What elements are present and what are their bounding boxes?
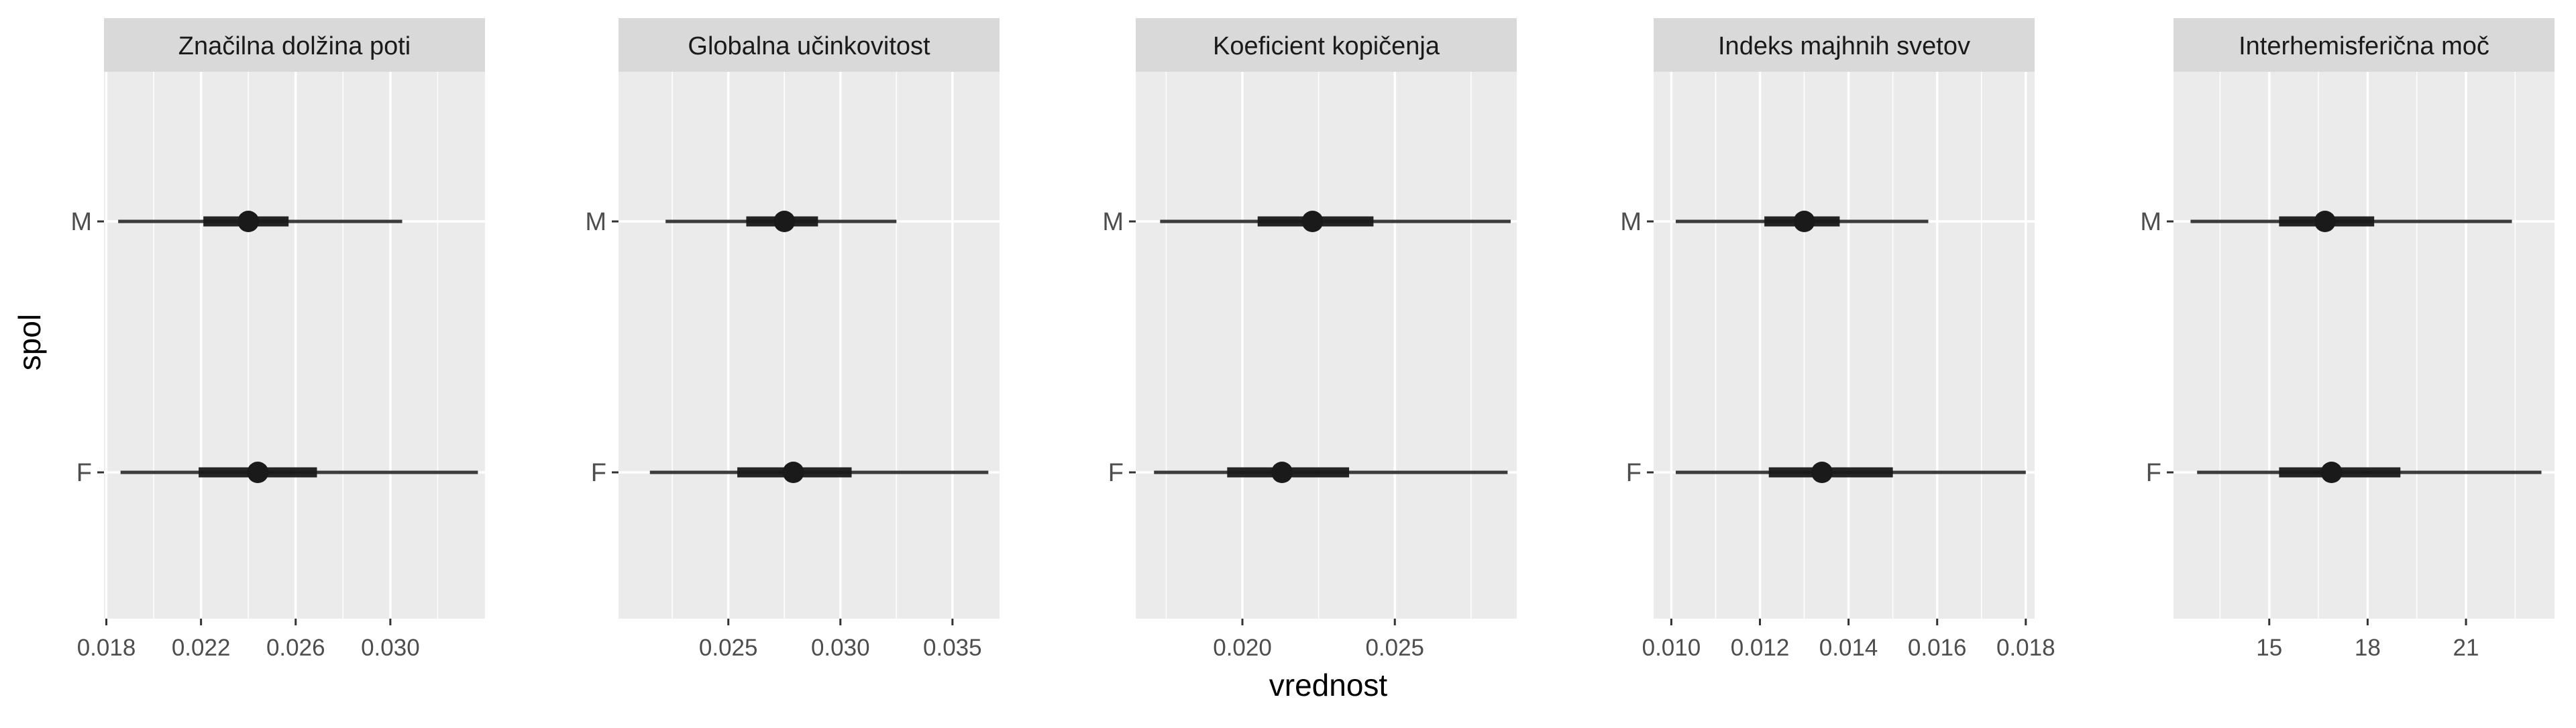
x-tick-label: 0.012: [1731, 635, 1790, 661]
x-tick-label: 0.016: [1908, 635, 1967, 661]
y-axis-label: spol: [12, 314, 47, 370]
y-tick-label: M: [1102, 208, 1124, 236]
point-estimate-m: [1793, 211, 1815, 232]
y-tick-label: M: [70, 208, 92, 236]
panel-strip: [2174, 18, 2555, 72]
panel-title: Interhemisferična moč: [2239, 32, 2489, 60]
panel-strip: [1136, 18, 1517, 72]
x-tick-label: 21: [2453, 635, 2479, 661]
x-tick-label: 0.026: [266, 635, 325, 661]
x-tick-label: 0.025: [1365, 635, 1424, 661]
point-estimate-f: [782, 462, 804, 483]
x-tick-label: 0.022: [172, 635, 231, 661]
panel-strip: [1654, 18, 2035, 72]
point-estimate-m: [2314, 211, 2336, 232]
y-tick-label: F: [1626, 459, 1642, 487]
panel-strip: [619, 18, 1000, 72]
x-tick-label: 0.025: [699, 635, 758, 661]
x-tick-label: 0.035: [923, 635, 982, 661]
x-tick-label: 0.018: [1996, 635, 2055, 661]
y-tick-label: M: [1620, 208, 1642, 236]
y-tick-label: F: [591, 459, 606, 487]
point-estimate-m: [237, 211, 260, 232]
panel-background: [104, 72, 485, 619]
point-estimate-m: [773, 211, 796, 232]
point-estimate-f: [247, 462, 269, 483]
y-tick-label: F: [1108, 459, 1124, 487]
panel-background: [1136, 72, 1517, 619]
y-tick-label: F: [76, 459, 92, 487]
panel-title: Koeficient kopičenja: [1213, 32, 1440, 60]
point-estimate-f: [1271, 462, 1293, 483]
x-tick-label: 18: [2355, 635, 2381, 661]
panel-background: [1654, 72, 2035, 619]
x-tick-label: 15: [2256, 635, 2282, 661]
y-tick-label: M: [585, 208, 606, 236]
panel-background: [2174, 72, 2555, 619]
panel-background: [619, 72, 1000, 619]
panel-title: Indeks majhnih svetov: [1718, 32, 1970, 60]
point-estimate-m: [1301, 211, 1324, 232]
point-estimate-f: [2320, 462, 2343, 483]
panel-title: Globalna učinkovitost: [688, 32, 930, 60]
x-tick-label: 0.010: [1642, 635, 1701, 661]
x-tick-label: 0.020: [1213, 635, 1272, 661]
y-tick-label: M: [2140, 208, 2161, 236]
y-tick-label: F: [2146, 459, 2161, 487]
x-tick-label: 0.030: [361, 635, 420, 661]
panel-title: Značilna dolžina poti: [178, 32, 411, 60]
point-estimate-f: [1811, 462, 1833, 483]
x-tick-label: 0.014: [1819, 635, 1878, 661]
x-tick-label: 0.030: [811, 635, 870, 661]
panel-strip: [104, 18, 485, 72]
x-tick-label: 0.018: [77, 635, 136, 661]
x-axis-label: vrednost: [1269, 668, 1388, 703]
